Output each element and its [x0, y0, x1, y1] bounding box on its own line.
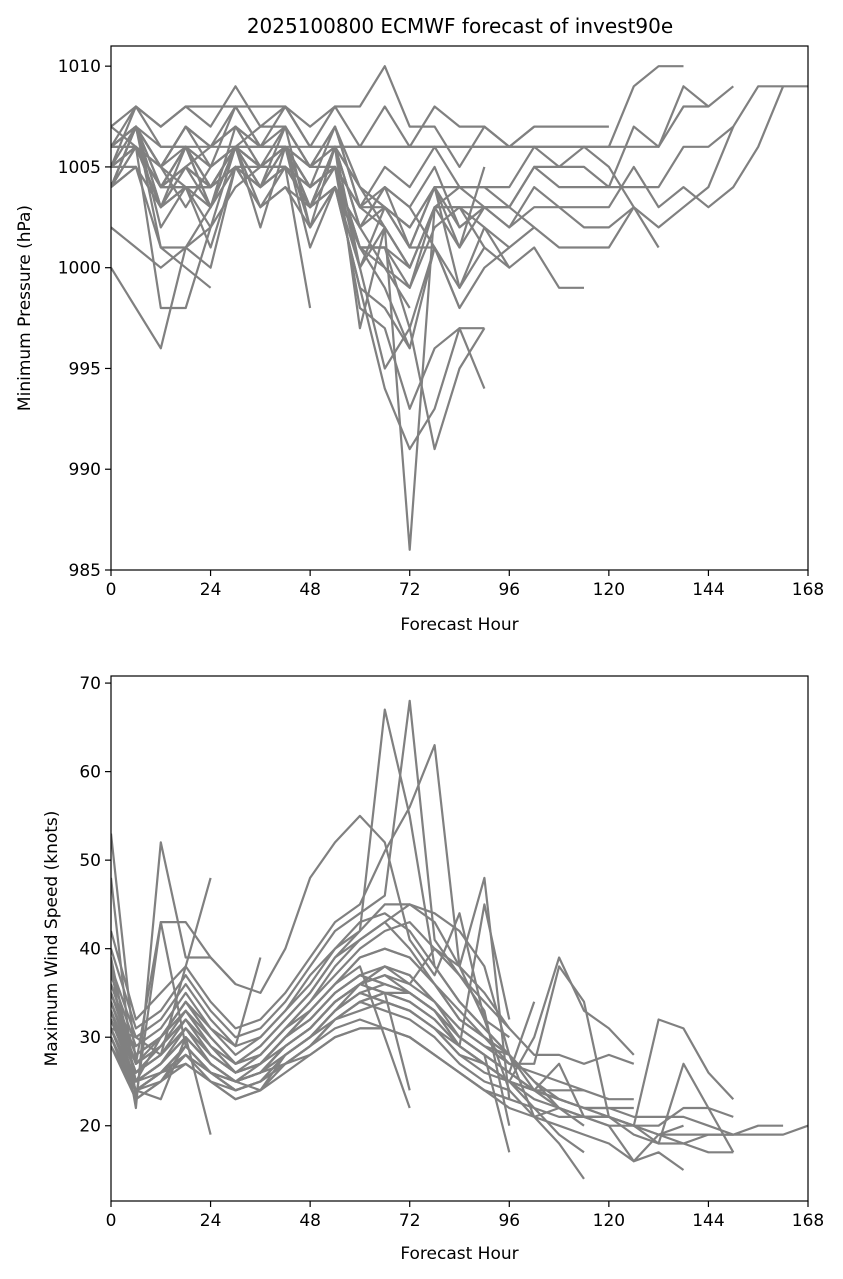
series-line-m29	[111, 125, 312, 309]
y-tick-label: 1000	[58, 259, 101, 279]
y-tick-label: 990	[69, 460, 101, 480]
series-line-m25	[111, 125, 411, 309]
series-line-m33	[111, 957, 262, 1083]
y-axis-label: Minimum Pressure (hPa)	[15, 205, 35, 411]
x-tick-label: 120	[593, 1211, 625, 1231]
series-line-m21	[111, 699, 511, 1039]
chart-title: 2025100800 ECMWF forecast of invest90e	[247, 14, 673, 38]
x-tick-label: 168	[792, 580, 824, 600]
series-group	[111, 65, 808, 551]
x-tick-label: 144	[692, 580, 724, 600]
x-tick-label: 72	[399, 580, 421, 600]
x-tick-label: 48	[299, 580, 321, 600]
series-line-m07	[111, 1000, 684, 1163]
y-tick-label: 1010	[58, 57, 101, 77]
y-tick-label: 985	[69, 561, 101, 581]
y-tick-label: 30	[79, 1028, 101, 1048]
plot-frame	[110, 45, 809, 571]
series-line-m31	[111, 982, 411, 1091]
y-tick-label: 70	[79, 674, 101, 694]
series-line-m32	[111, 992, 311, 1074]
wind-chart: 0 24 48 72 96 120 144 168 20 30 40 50 60 70 Forecast H…	[42, 674, 824, 1264]
x-axis-label: Forecast Hour	[400, 1244, 518, 1264]
x-tick-label: 0	[106, 1211, 117, 1231]
series-line-m30	[111, 125, 262, 269]
x-tick-label: 120	[593, 580, 625, 600]
x-tick-label: 0	[106, 580, 117, 600]
y-tick-label: 1005	[58, 158, 101, 178]
y-tick-label: 60	[79, 763, 101, 783]
y-tick-label: 20	[79, 1117, 101, 1137]
x-tick-label: 48	[299, 1211, 321, 1231]
pressure-chart: 0 24 48 72 96 120 144 168 985 990 995 1000 1005 1010 F…	[15, 45, 824, 635]
series-line-m35	[111, 877, 212, 1057]
series-line-m31	[111, 165, 212, 289]
series-line-m11	[111, 65, 535, 168]
x-axis-label: Forecast Hour	[400, 615, 518, 635]
series-line-m32	[111, 145, 212, 310]
x-tick-label: 24	[200, 1211, 222, 1231]
series-group	[111, 699, 808, 1180]
y-tick-label: 40	[79, 940, 101, 960]
x-tick-label: 24	[200, 580, 222, 600]
x-tick-label: 96	[498, 580, 520, 600]
x-tick-label: 168	[792, 1211, 824, 1231]
series-line-m36	[111, 1010, 212, 1135]
series-line-m24	[111, 920, 511, 1126]
series-line-m20	[111, 743, 510, 1039]
y-tick-label: 50	[79, 851, 101, 871]
series-line-m34	[111, 841, 237, 1110]
plot-frame	[110, 675, 809, 1202]
x-tick-label: 96	[498, 1211, 520, 1231]
x-tick-label: 72	[399, 1211, 421, 1231]
y-axis-label: Maximum Wind Speed (knots)	[42, 811, 62, 1067]
y-tick-label: 995	[69, 359, 101, 379]
x-tick-label: 144	[692, 1211, 724, 1231]
